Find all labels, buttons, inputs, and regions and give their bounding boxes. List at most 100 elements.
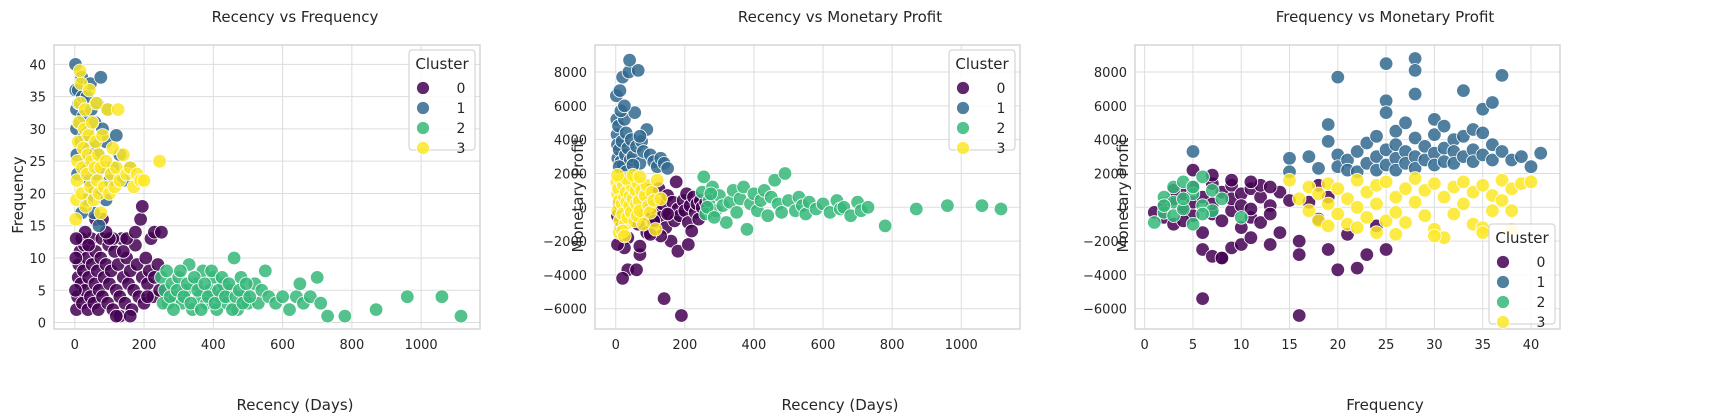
- legend-label: 2: [997, 121, 1006, 137]
- legend-label: 3: [997, 141, 1006, 157]
- scatter-point-cluster-3: [1369, 196, 1384, 212]
- scatter-point-cluster-3: [1504, 203, 1519, 218]
- legend-marker: [1496, 315, 1510, 329]
- scatter-point-cluster-0: [629, 262, 644, 278]
- y-axis-label: Monetary Profit: [569, 137, 587, 252]
- scatter-point-cluster-3: [1436, 189, 1452, 205]
- scatter-point-cluster-3: [1427, 228, 1442, 244]
- plot-area-frame: [594, 44, 1021, 330]
- y-tick-label: 6000: [554, 100, 587, 115]
- scatter-point-cluster-2: [204, 263, 219, 279]
- scatter-point-cluster-3: [1349, 220, 1365, 235]
- scatter-point-cluster-3: [1388, 227, 1404, 242]
- scatter-point-cluster-1: [1407, 86, 1423, 102]
- scatter-point-cluster-3: [72, 63, 88, 79]
- legend-title: Cluster: [955, 55, 1009, 73]
- scatter-point-cluster-3: [1359, 210, 1375, 225]
- x-tick-label: 10: [1233, 338, 1250, 353]
- scatter-point-cluster-1: [631, 63, 646, 78]
- recency-vs-monetary-profit-chart: Recency vs Monetary Profit Recency (Days…: [543, 8, 1021, 414]
- scatter-point-cluster-2: [400, 289, 415, 304]
- scatter-point-cluster-3: [1282, 172, 1297, 188]
- y-tick-label: 20: [29, 187, 46, 202]
- scatter-point-cluster-2: [777, 166, 793, 181]
- scatter-point-cluster-2: [368, 302, 384, 317]
- scatter-point-cluster-0: [1224, 172, 1239, 188]
- scatter-point-cluster-3: [1388, 189, 1404, 205]
- scatter-point-cluster-2: [767, 172, 782, 188]
- scatter-point-cluster-2: [1205, 183, 1220, 198]
- y-tick-label: 40: [29, 58, 46, 73]
- plot-area-frame: [1134, 44, 1561, 330]
- plot-area-frame: [53, 44, 481, 330]
- scatter-point-cluster-1: [1475, 125, 1490, 141]
- x-tick-label: 20: [1330, 338, 1347, 353]
- scatter-point-cluster-3: [1301, 203, 1317, 218]
- scatter-point-cluster-1: [617, 98, 632, 114]
- scatter-point-cluster-2: [183, 296, 199, 311]
- legend-marker: [416, 101, 430, 115]
- scatter-points: [609, 53, 1009, 323]
- scatter-point-cluster-3: [98, 153, 114, 169]
- scatter-point-cluster-3: [1291, 191, 1307, 207]
- x-tick-label: 35: [1474, 338, 1491, 353]
- scatter-point-cluster-0: [1291, 233, 1307, 249]
- scatter-point-cluster-3: [95, 128, 110, 143]
- scatter-point-cluster-2: [1147, 215, 1162, 230]
- y-tick-label: 10: [29, 252, 46, 267]
- y-tick-label: 30: [29, 123, 46, 138]
- scatter-point-cluster-3: [1320, 218, 1336, 234]
- scatter-point-cluster-2: [453, 308, 469, 324]
- scatter-point-cluster-3: [1427, 176, 1442, 191]
- scatter-point-cluster-1: [1330, 69, 1346, 85]
- scatter-point-cluster-2: [166, 302, 181, 317]
- scatter-point-cluster-2: [696, 169, 712, 185]
- x-tick-label: 1000: [405, 338, 438, 353]
- scatter-point-cluster-2: [221, 276, 237, 292]
- y-tick-label: 6000: [1094, 100, 1127, 115]
- scatter-point-cluster-0: [122, 308, 138, 324]
- scatter-point-cluster-2: [193, 302, 209, 317]
- scatter-point-cluster-2: [700, 200, 715, 215]
- scatter-point-cluster-3: [1311, 186, 1326, 202]
- scatter-point-cluster-1: [1514, 149, 1529, 164]
- scatter-point-cluster-2: [320, 308, 335, 324]
- scatter-point-cluster-2: [739, 222, 755, 237]
- scatter-point-cluster-1: [622, 53, 637, 68]
- y-tick-label: 35: [29, 91, 46, 106]
- scatter-point-cluster-2: [707, 210, 722, 225]
- legend-marker: [416, 141, 430, 155]
- legend-label: 3: [457, 141, 466, 157]
- y-tick-label: −2000: [1083, 235, 1127, 250]
- y-tick-label: −2000: [543, 235, 587, 250]
- scatter-point-cluster-3: [116, 147, 131, 162]
- legend-marker: [956, 101, 970, 115]
- scatter-point-cluster-3: [632, 169, 648, 185]
- x-tick-label: 400: [201, 338, 226, 353]
- x-axis-label: Frequency: [1346, 396, 1424, 414]
- scatter-point-cluster-2: [909, 201, 924, 217]
- chart-title: Recency vs Monetary Profit: [738, 8, 942, 26]
- legend: Cluster 0 1 2 3: [408, 49, 476, 157]
- scatter-point-cluster-1: [1369, 129, 1384, 144]
- scatter-point-cluster-2: [719, 215, 734, 230]
- scatter-point-cluster-3: [68, 212, 84, 227]
- scatter-point-cluster-0: [1262, 237, 1278, 252]
- scatter-point-cluster-0: [1243, 174, 1259, 190]
- scatter-point-cluster-3: [650, 172, 665, 188]
- y-axis-label: Monetary Profit: [1114, 137, 1132, 252]
- scatter-point-cluster-3: [152, 153, 167, 169]
- scatter-point-cluster-0: [684, 223, 699, 239]
- scatter-point-cluster-2: [275, 289, 290, 304]
- scatter-point-cluster-0: [128, 224, 143, 240]
- scatter-point-cluster-0: [68, 250, 84, 266]
- scatter-point-cluster-0: [68, 231, 84, 246]
- legend-label: 2: [457, 121, 466, 137]
- scatter-points: [68, 57, 469, 324]
- x-tick-label: 5: [1189, 338, 1197, 353]
- scatter-point-cluster-1: [1427, 127, 1442, 142]
- legend-label: 2: [1537, 295, 1546, 311]
- scatter-point-cluster-0: [1243, 230, 1259, 245]
- scatter-point-cluster-0: [135, 199, 150, 214]
